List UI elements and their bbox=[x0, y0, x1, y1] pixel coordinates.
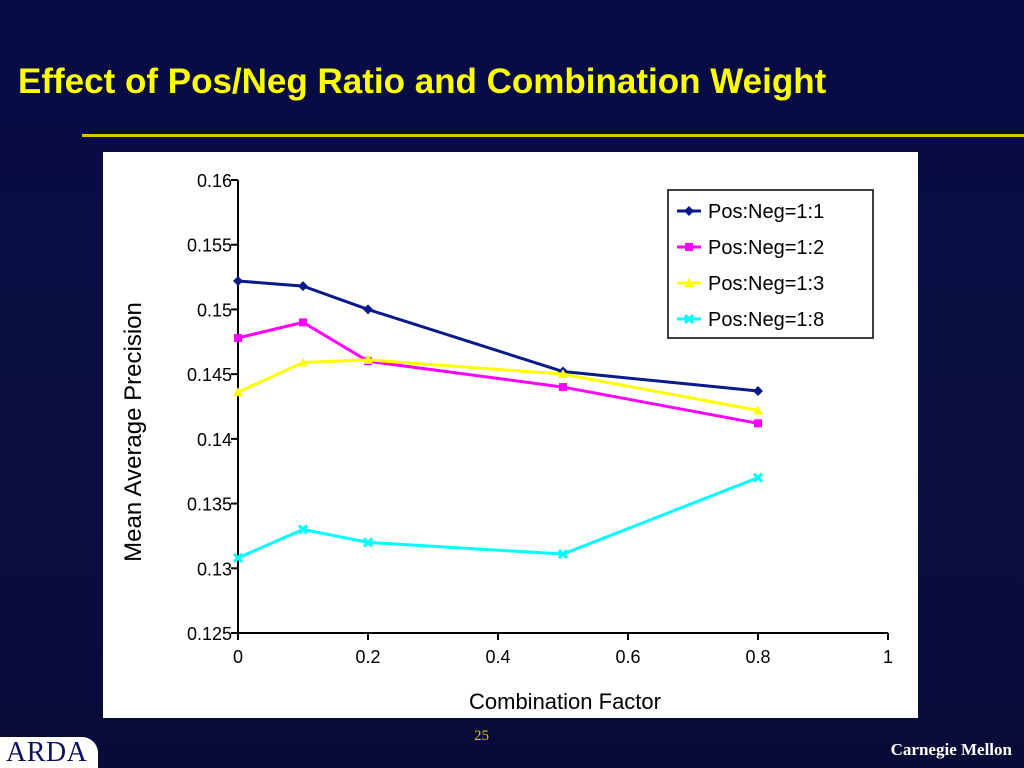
legend-box bbox=[667, 189, 874, 339]
data-point bbox=[754, 419, 762, 428]
legend-marker bbox=[684, 206, 694, 216]
legend-marker bbox=[684, 278, 694, 287]
y-tick-label: 0.125 bbox=[187, 624, 232, 644]
legend-item: Pos:Neg=1:2 bbox=[677, 237, 824, 259]
marker-stroke bbox=[683, 313, 695, 325]
y-axis-label: Mean Average Precision bbox=[120, 302, 147, 562]
x-tick-label: 0.6 bbox=[615, 647, 640, 667]
x-tick-label: 0 bbox=[233, 647, 243, 667]
data-point bbox=[559, 383, 567, 392]
legend-item: Pos:Neg=1:3 bbox=[677, 273, 824, 295]
y-tick-label: 0.155 bbox=[187, 236, 232, 256]
data-point bbox=[753, 385, 763, 396]
legend-marker bbox=[685, 243, 693, 251]
marker-stroke bbox=[752, 472, 764, 483]
data-point bbox=[234, 333, 242, 342]
series-lines bbox=[232, 275, 764, 563]
legend-label: Pos:Neg=1:3 bbox=[708, 273, 824, 295]
data-point bbox=[233, 275, 243, 286]
data-point bbox=[362, 537, 374, 548]
legend-label: Pos:Neg=1:1 bbox=[708, 201, 824, 223]
data-point bbox=[363, 354, 373, 364]
marker-stroke bbox=[362, 537, 374, 548]
data-point bbox=[557, 548, 569, 560]
data-point bbox=[558, 369, 568, 379]
legend: Pos:Neg=1:1 Pos:Neg=1:2 Pos:Neg=1:3 Pos:Neg… bbox=[667, 189, 874, 339]
footer-organization: Carnegie Mellon bbox=[890, 740, 1012, 759]
series-4 bbox=[232, 472, 764, 563]
data-point bbox=[298, 357, 308, 367]
chart-panel: 0.125 0.13 0.135 0.14 0.145 0.15 0.155 0.16 0 0.2… bbox=[103, 152, 918, 718]
marker-stroke bbox=[232, 552, 244, 563]
legend-item: Pos:Neg=1:1 bbox=[677, 201, 824, 223]
x-axis-label: Combination Factor bbox=[469, 689, 661, 714]
data-point bbox=[299, 318, 307, 327]
x-tick-label: 0.8 bbox=[745, 647, 770, 667]
arda-logo: ARDA bbox=[0, 737, 98, 768]
data-point bbox=[297, 524, 309, 535]
legend-marker bbox=[683, 313, 695, 325]
series-1 bbox=[233, 275, 763, 396]
x-tick-label: 0.2 bbox=[355, 647, 380, 667]
page-number: 25 bbox=[474, 728, 489, 744]
series-3 bbox=[233, 354, 763, 415]
x-tick-label: 0.4 bbox=[485, 647, 510, 667]
slide-title: Effect of Pos/Neg Ratio and Combination … bbox=[18, 62, 827, 101]
axes: 0.125 0.13 0.135 0.14 0.145 0.15 0.155 0.16 0 0.2… bbox=[187, 171, 893, 667]
x-tick-label: 1 bbox=[883, 647, 893, 667]
y-tick-label: 0.13 bbox=[197, 559, 232, 579]
y-tick-label: 0.14 bbox=[197, 430, 232, 450]
y-tick-label: 0.145 bbox=[187, 365, 232, 385]
data-point bbox=[232, 552, 244, 563]
y-tick-label: 0.15 bbox=[197, 300, 232, 320]
series-line bbox=[237, 358, 759, 412]
legend-label: Pos:Neg=1:8 bbox=[708, 309, 824, 331]
marker-stroke bbox=[297, 524, 309, 535]
legend-item: Pos:Neg=1:8 bbox=[677, 309, 824, 331]
data-point bbox=[363, 304, 373, 315]
data-point bbox=[752, 472, 764, 483]
arda-logo-text: ARDA bbox=[6, 737, 88, 768]
data-point bbox=[753, 405, 763, 415]
marker-stroke bbox=[557, 548, 569, 560]
legend-label: Pos:Neg=1:2 bbox=[708, 237, 824, 259]
data-point bbox=[233, 387, 243, 397]
title-divider bbox=[82, 134, 1024, 137]
series-line bbox=[237, 476, 759, 560]
y-tick-label: 0.135 bbox=[187, 495, 232, 515]
line-chart: 0.125 0.13 0.135 0.14 0.145 0.15 0.155 0.16 0 0.2… bbox=[120, 171, 893, 714]
data-point bbox=[298, 281, 308, 292]
y-tick-label: 0.16 bbox=[197, 171, 232, 191]
